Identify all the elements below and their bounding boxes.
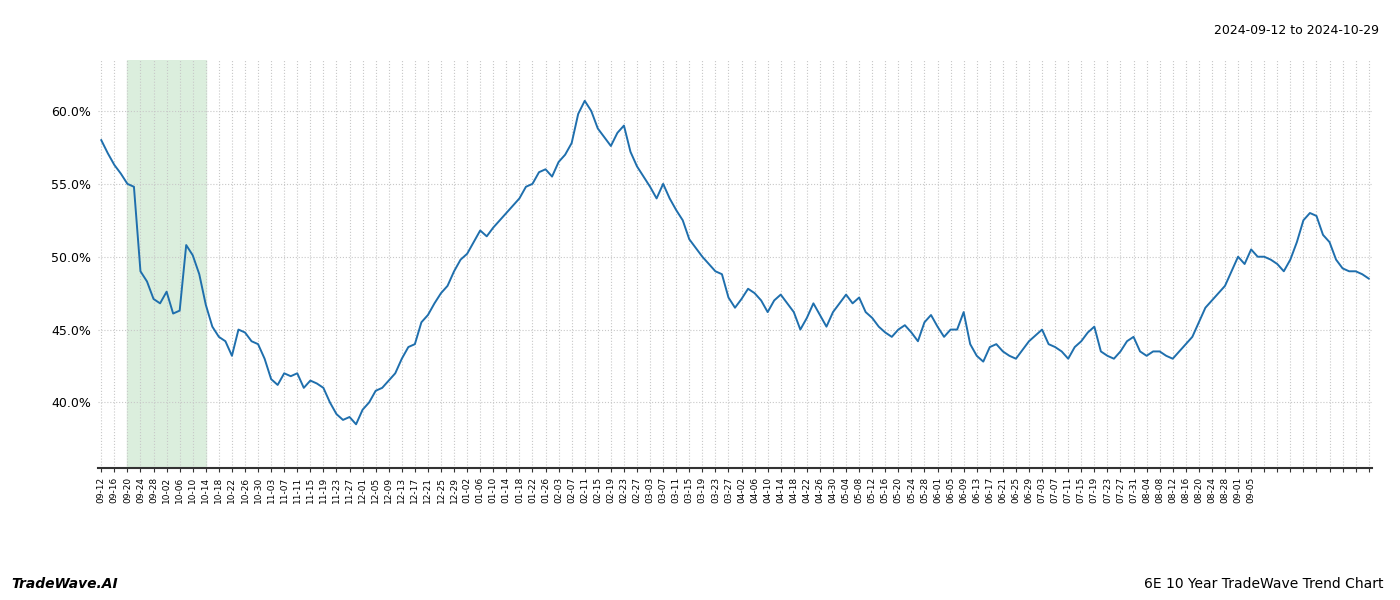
Text: TradeWave.AI: TradeWave.AI — [11, 577, 118, 591]
Text: 2024-09-12 to 2024-10-29: 2024-09-12 to 2024-10-29 — [1214, 24, 1379, 37]
Text: 6E 10 Year TradeWave Trend Chart: 6E 10 Year TradeWave Trend Chart — [1144, 577, 1383, 591]
Bar — [127, 60, 206, 468]
